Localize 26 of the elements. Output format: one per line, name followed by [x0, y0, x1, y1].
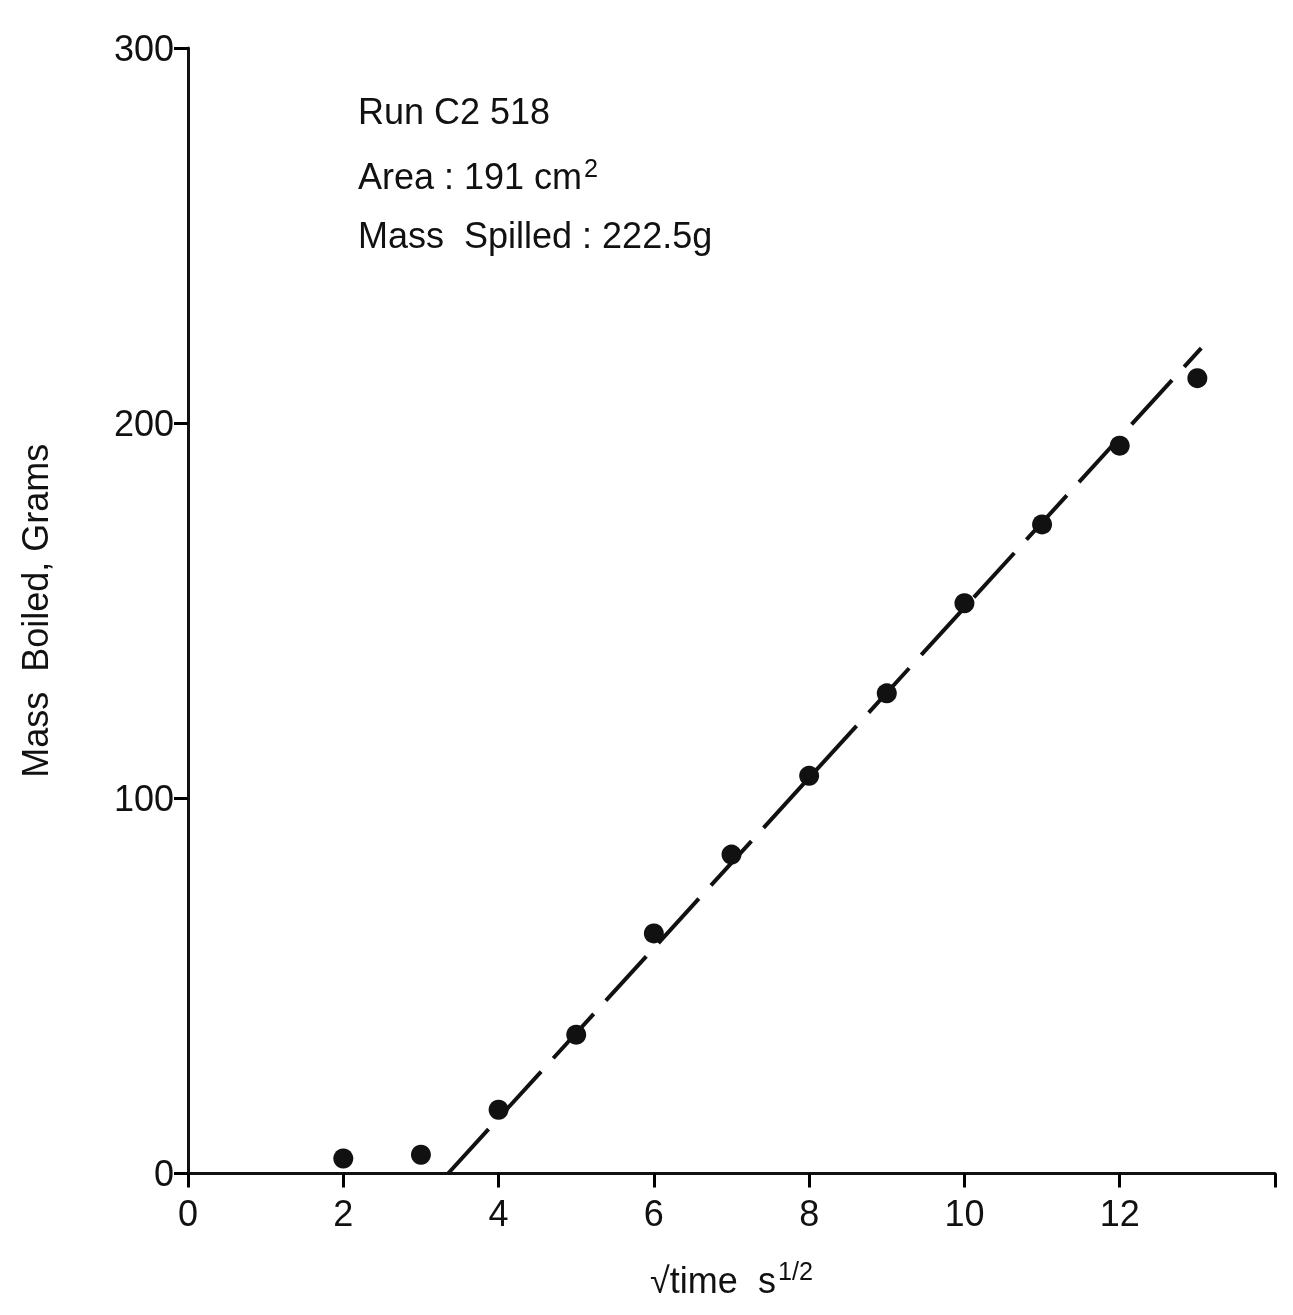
point	[721, 844, 742, 865]
annotation: Mass Spilled : 222.5g	[358, 214, 713, 256]
point	[333, 1148, 354, 1169]
y-axis-title: Mass Boiled, Grams	[14, 443, 56, 778]
point	[954, 593, 975, 614]
point	[488, 1099, 509, 1120]
point	[643, 923, 664, 944]
annotation: Run C2 518	[358, 90, 551, 132]
point	[876, 683, 897, 704]
x-tick-label: 12	[1099, 1193, 1140, 1234]
y-tick-label: 200	[113, 402, 174, 444]
point	[410, 1144, 431, 1165]
point	[799, 765, 820, 786]
x-tick-label: 2	[333, 1193, 354, 1234]
x-tick-label: 4	[488, 1193, 509, 1234]
x-tick-label: 6	[643, 1193, 664, 1234]
x-tick-label: 10	[944, 1193, 985, 1234]
y-tick-label: 100	[113, 777, 174, 819]
point	[1032, 514, 1053, 535]
x-tick-label: 8	[799, 1193, 820, 1234]
x-tick-label: 0	[177, 1193, 199, 1234]
point	[1109, 435, 1130, 456]
y-tick-label: 0	[153, 1153, 174, 1194]
point	[1187, 368, 1208, 389]
point	[566, 1024, 587, 1045]
y-tick-label: 300	[113, 27, 174, 69]
